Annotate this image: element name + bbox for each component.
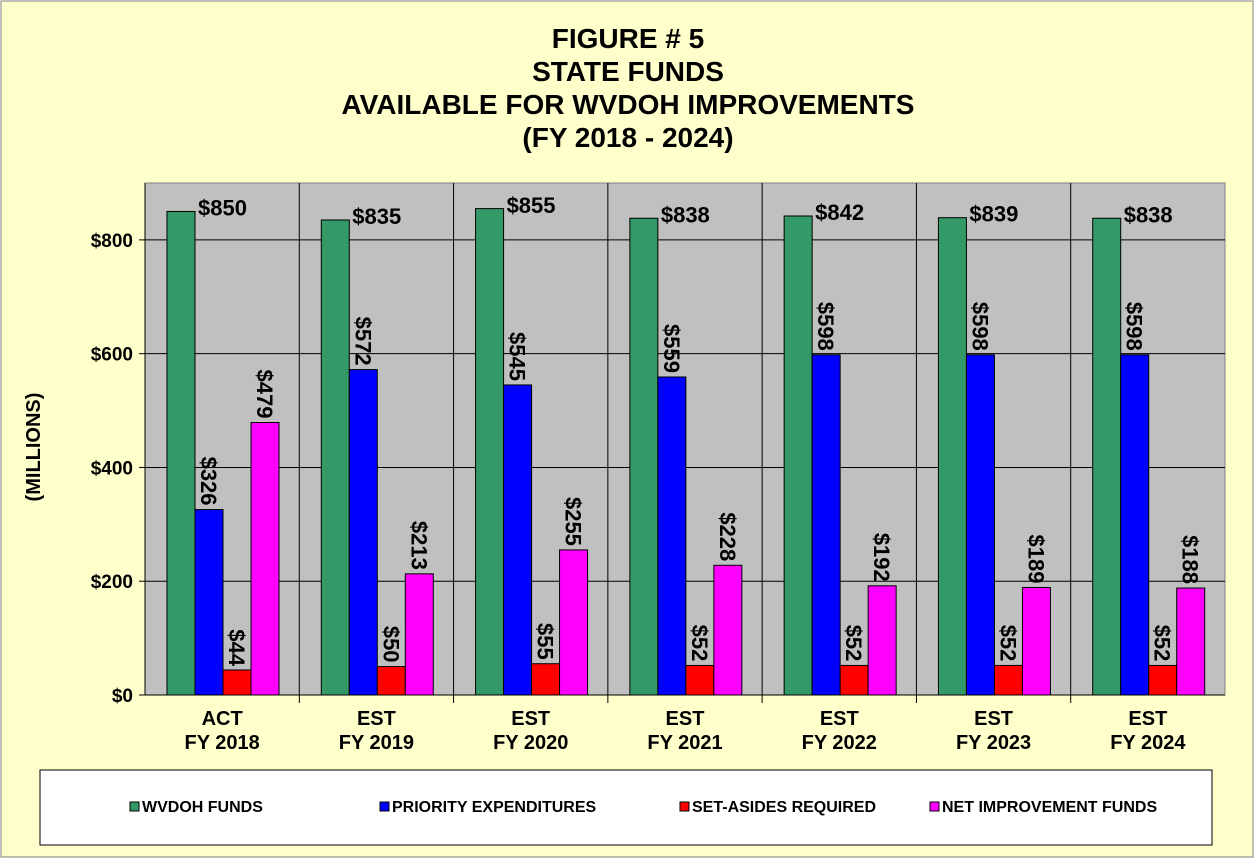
bar (250, 422, 280, 696)
bar (867, 585, 897, 696)
x-tick-label: EST (820, 708, 859, 730)
bar (559, 549, 589, 696)
data-label: $598 (1122, 302, 1147, 351)
x-tick-label: FY 2020 (493, 732, 568, 754)
legend-box (39, 769, 1213, 846)
chart-title: AVAILABLE FOR WVDOH IMPROVEMENTS (342, 89, 915, 120)
legend-label: SET-ASIDES REQUIRED (692, 799, 876, 816)
data-label: $255 (561, 497, 586, 546)
data-label: $855 (507, 193, 556, 218)
data-label: $839 (969, 202, 1018, 227)
y-tick-label: $800 (91, 231, 133, 252)
data-label: $52 (995, 625, 1020, 662)
bar (1148, 664, 1178, 696)
legend-label: PRIORITY EXPENDITURES (392, 799, 597, 816)
data-label: $52 (687, 625, 712, 662)
y-tick-label: $600 (91, 345, 133, 366)
bar (657, 376, 687, 696)
data-label: $850 (198, 195, 247, 220)
chart-title: (FY 2018 - 2024) (522, 122, 733, 153)
legend-swatch (679, 801, 690, 812)
data-label: $598 (813, 302, 838, 351)
chart-title: FIGURE # 5 (552, 23, 704, 54)
data-label: $44 (224, 629, 249, 666)
data-label: $545 (505, 332, 530, 381)
y-tick-label: $200 (91, 572, 133, 593)
bar (1120, 354, 1150, 696)
x-tick-label: EST (666, 708, 705, 730)
bar (713, 564, 743, 696)
data-label: $842 (815, 200, 864, 225)
legend-swatch (379, 801, 390, 812)
bar (376, 666, 406, 696)
data-label: $55 (533, 623, 558, 660)
bar (839, 664, 869, 696)
bar (166, 210, 196, 696)
bar (993, 664, 1023, 696)
data-label: $479 (252, 370, 277, 419)
bar (965, 354, 995, 696)
x-tick-label: FY 2024 (1110, 732, 1186, 754)
bar (503, 384, 533, 696)
x-tick-label: FY 2022 (802, 732, 877, 754)
legend-label: NET IMPROVEMENT FUNDS (942, 799, 1157, 816)
x-tick-label: FY 2021 (647, 732, 722, 754)
x-tick-label: EST (1128, 708, 1167, 730)
data-label: $326 (196, 457, 221, 506)
y-axis-label: (MILLIONS) (23, 393, 45, 502)
data-label: $188 (1178, 535, 1203, 584)
data-label: $559 (659, 324, 684, 373)
data-label: $835 (352, 204, 401, 229)
data-label: $52 (841, 625, 866, 662)
bar (1092, 217, 1122, 696)
legend-label: WVDOH FUNDS (142, 799, 263, 816)
bar (222, 669, 252, 696)
data-label: $572 (350, 317, 375, 366)
bar (1021, 586, 1051, 696)
bar (348, 369, 378, 696)
bar (531, 663, 561, 696)
y-tick-label: $0 (112, 686, 133, 707)
x-tick-label: EST (974, 708, 1013, 730)
data-label: $50 (378, 626, 403, 663)
data-label: $838 (661, 202, 710, 227)
bar (404, 573, 434, 696)
bar (629, 217, 659, 696)
x-tick-label: EST (357, 708, 396, 730)
data-label: $189 (1023, 535, 1048, 584)
bar (937, 217, 967, 696)
bar (475, 208, 505, 696)
data-label: $52 (1150, 625, 1175, 662)
data-label: $213 (406, 521, 431, 570)
x-tick-label: ACT (202, 708, 243, 730)
data-label: $598 (967, 302, 992, 351)
bar (1176, 587, 1206, 696)
x-tick-label: FY 2018 (185, 732, 260, 754)
bar (194, 509, 224, 696)
x-tick-label: EST (511, 708, 550, 730)
bar (783, 215, 813, 696)
y-tick-label: $400 (91, 458, 133, 479)
chart-title: STATE FUNDS (532, 56, 724, 87)
x-tick-label: FY 2019 (339, 732, 414, 754)
legend-swatch (129, 801, 140, 812)
bar (811, 354, 841, 696)
data-label: $192 (869, 533, 894, 582)
bar (685, 664, 715, 696)
bar (320, 219, 350, 696)
legend-swatch (929, 801, 940, 812)
x-tick-label: FY 2023 (956, 732, 1031, 754)
data-label: $228 (715, 512, 740, 561)
data-label: $838 (1124, 202, 1173, 227)
